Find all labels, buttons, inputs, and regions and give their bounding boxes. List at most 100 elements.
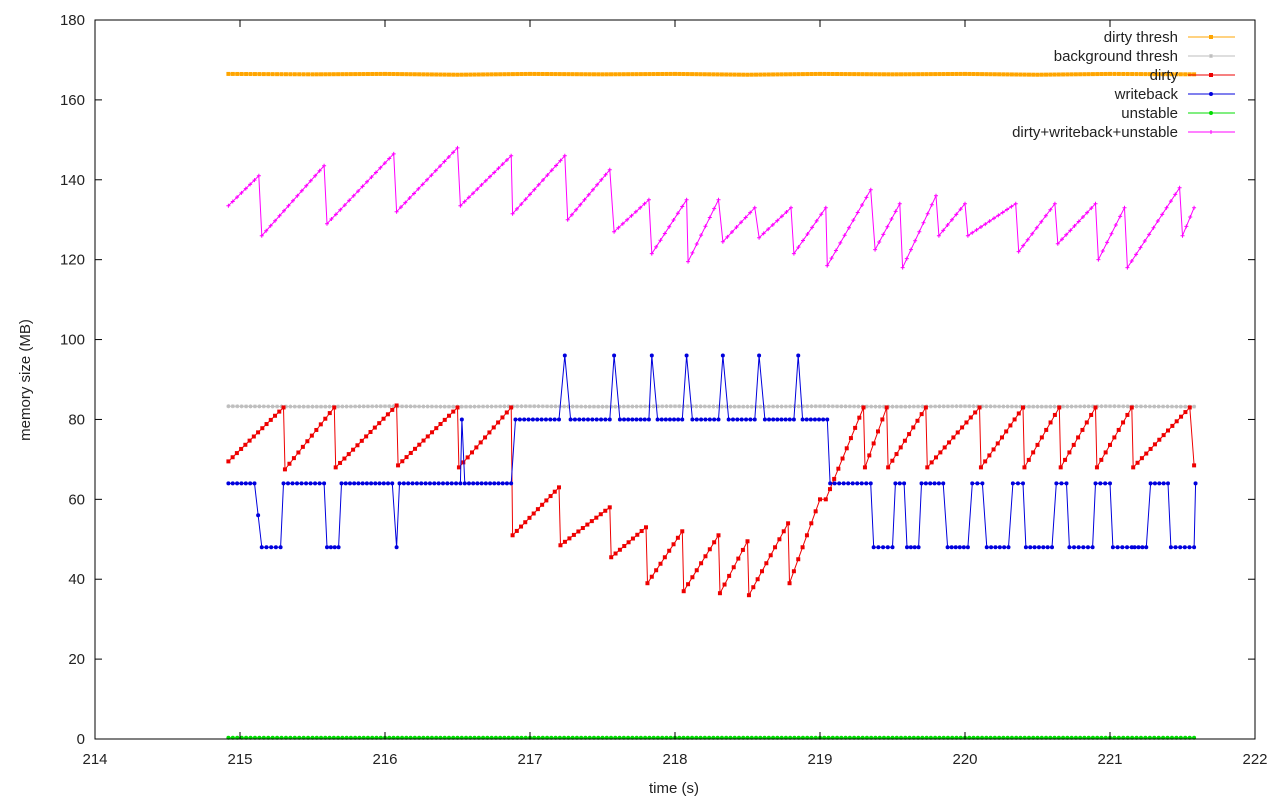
data-point	[374, 71, 379, 76]
data-point	[868, 481, 873, 486]
data-point	[654, 568, 659, 573]
data-point	[967, 71, 972, 76]
data-point	[699, 561, 704, 566]
data-point	[1138, 404, 1143, 409]
y-tick-label: 120	[60, 252, 85, 269]
data-point	[822, 71, 827, 76]
data-point	[1005, 72, 1010, 77]
data-point	[338, 207, 343, 212]
data-point	[1174, 419, 1179, 424]
data-point	[372, 425, 377, 430]
data-point	[649, 353, 654, 358]
data-point	[1035, 404, 1040, 409]
data-point	[775, 404, 780, 409]
data-point	[621, 72, 626, 77]
data-point	[957, 545, 962, 550]
data-point	[980, 72, 985, 77]
data-point	[264, 228, 269, 233]
data-point	[1094, 465, 1099, 470]
data-point	[630, 536, 635, 541]
data-point	[800, 417, 805, 422]
data-point	[852, 72, 857, 77]
data-point	[353, 404, 358, 409]
data-point	[455, 72, 460, 77]
data-point	[548, 494, 553, 499]
data-point	[528, 192, 532, 197]
data-point	[1028, 545, 1033, 550]
data-point	[248, 182, 253, 187]
data-point	[566, 404, 571, 409]
data-point	[357, 72, 362, 77]
data-point	[864, 481, 869, 486]
data-point	[988, 72, 993, 77]
data-point	[984, 404, 989, 409]
data-point	[395, 72, 400, 77]
data-point	[1112, 435, 1117, 440]
data-point	[975, 481, 980, 486]
data-point	[277, 213, 282, 218]
data-point	[934, 455, 938, 460]
data-point	[514, 206, 519, 211]
data-point	[686, 582, 691, 587]
data-point	[310, 72, 315, 77]
data-point	[1116, 404, 1121, 409]
data-point	[838, 240, 843, 245]
data-point	[1031, 72, 1036, 77]
data-point	[598, 512, 603, 517]
data-point	[1166, 428, 1170, 433]
data-point	[1089, 412, 1094, 417]
data-point	[809, 72, 814, 77]
data-point	[421, 438, 426, 443]
data-point	[442, 159, 447, 164]
data-point	[485, 404, 490, 409]
data-point	[844, 446, 849, 451]
data-point	[273, 218, 278, 223]
data-point	[805, 72, 810, 77]
data-point	[1144, 451, 1149, 456]
data-point	[1164, 205, 1169, 210]
data-point	[1174, 404, 1179, 409]
data-point	[438, 164, 443, 169]
data-point	[864, 195, 869, 200]
data-point	[517, 417, 522, 422]
data-point	[868, 187, 873, 192]
data-point	[1067, 545, 1072, 550]
data-point	[855, 210, 860, 215]
data-point	[1076, 545, 1081, 550]
data-point	[1138, 72, 1143, 77]
data-point	[651, 404, 656, 409]
data-point	[462, 481, 467, 486]
data-point	[787, 417, 792, 422]
data-point	[1005, 404, 1010, 409]
data-point	[596, 404, 601, 409]
data-point	[1125, 412, 1130, 417]
data-point	[488, 481, 493, 486]
data-point	[873, 72, 878, 77]
data-point	[1064, 232, 1069, 237]
data-point	[387, 71, 392, 76]
data-point	[789, 205, 793, 210]
data-point	[340, 72, 345, 77]
data-point	[630, 72, 635, 77]
data-point	[498, 404, 503, 409]
data-point	[736, 404, 741, 409]
data-point	[336, 72, 341, 77]
data-point	[1016, 249, 1021, 254]
data-point	[459, 404, 464, 409]
data-point	[1026, 72, 1031, 77]
data-point	[342, 203, 347, 208]
data-point	[446, 72, 451, 77]
data-point	[805, 231, 810, 236]
data-point	[434, 404, 439, 409]
data-point	[1100, 249, 1105, 254]
data-point	[1103, 481, 1108, 486]
data-point	[336, 404, 341, 409]
data-point	[1109, 231, 1114, 236]
data-point	[514, 528, 519, 533]
data-point	[383, 404, 387, 409]
data-point	[871, 545, 876, 550]
data-point	[1082, 404, 1087, 409]
data-point	[340, 404, 345, 409]
data-point	[417, 404, 422, 409]
legend-entry: unstable	[1121, 105, 1235, 122]
